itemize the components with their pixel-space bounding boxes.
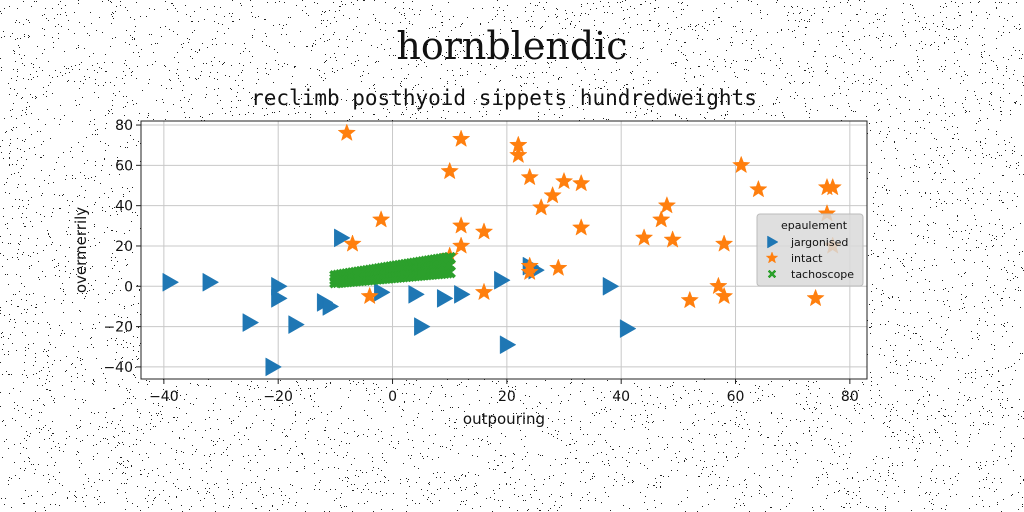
legend-title: epaulement xyxy=(781,219,848,232)
point-intact xyxy=(709,276,728,295)
point-intact xyxy=(806,288,825,307)
point-intact xyxy=(451,129,471,147)
y-tick-label: −20 xyxy=(103,320,133,336)
legend-marker xyxy=(765,251,779,264)
plot-frame xyxy=(140,120,868,380)
point-intact xyxy=(543,185,562,204)
point-intact xyxy=(451,216,471,234)
point-jargonised xyxy=(374,282,391,302)
grid-lines xyxy=(141,121,867,379)
point-intact xyxy=(549,258,568,276)
data-points xyxy=(162,123,842,377)
y-tick-label: 0 xyxy=(124,279,133,295)
point-jargonised xyxy=(619,319,637,339)
point-jargonised xyxy=(271,276,288,296)
y-axis-label: overmerrily xyxy=(72,207,90,293)
point-jargonised xyxy=(288,315,305,335)
point-intact xyxy=(651,210,671,228)
point-jargonised xyxy=(265,357,282,377)
point-intact xyxy=(343,234,362,252)
point-intact xyxy=(520,167,539,186)
x-tick-label: −20 xyxy=(263,389,293,405)
point-jargonised xyxy=(322,297,340,316)
point-intact xyxy=(571,218,591,236)
point-intact xyxy=(657,195,677,214)
point-intact xyxy=(714,286,734,305)
point-intact xyxy=(663,230,682,248)
legend-entry: jargonised xyxy=(790,236,848,249)
point-jargonised xyxy=(602,276,620,296)
point-jargonised xyxy=(414,317,431,337)
point-intact xyxy=(823,177,842,196)
point-intact xyxy=(732,155,751,174)
point-jargonised xyxy=(454,284,471,304)
y-tick-label: 60 xyxy=(115,158,133,174)
point-intact xyxy=(474,282,494,301)
x-tick-label: −40 xyxy=(149,389,179,405)
point-intact xyxy=(337,123,357,141)
point-intact xyxy=(509,135,528,154)
point-jargonised xyxy=(202,272,220,292)
legend-marker xyxy=(767,235,779,249)
legend: epaulement jargonised intact tachoscope xyxy=(756,213,864,287)
point-jargonised xyxy=(242,313,260,332)
x-tick-label: 80 xyxy=(841,389,859,405)
point-jargonised xyxy=(408,284,425,304)
point-intact xyxy=(634,228,654,246)
point-intact xyxy=(509,145,528,164)
x-axis-label: outpouring xyxy=(463,410,545,428)
point-jargonised xyxy=(499,335,517,355)
y-tick-label: 80 xyxy=(115,118,133,134)
point-intact xyxy=(440,161,459,180)
point-intact xyxy=(474,222,494,240)
y-tick-label: 40 xyxy=(115,199,133,215)
point-jargonised xyxy=(436,288,454,308)
x-tick-label: 60 xyxy=(727,389,745,405)
legend-marker xyxy=(767,269,777,279)
point-intact xyxy=(680,290,699,309)
point-intact xyxy=(360,286,379,305)
point-intact xyxy=(371,210,391,228)
point-jargonised xyxy=(334,228,351,248)
legend-entry: intact xyxy=(791,252,823,265)
point-intact xyxy=(714,234,734,252)
point-jargonised xyxy=(162,272,180,292)
x-tick-label: 40 xyxy=(612,389,630,405)
point-intact xyxy=(451,236,471,254)
legend-box xyxy=(756,213,864,287)
legend-entry: tachoscope xyxy=(791,268,854,281)
x-tick-label: 0 xyxy=(388,389,397,405)
y-tick-label: 20 xyxy=(115,239,133,255)
point-intact xyxy=(554,171,574,190)
point-jargonised xyxy=(271,288,288,308)
point-tachoscope xyxy=(443,251,457,265)
point-jargonised xyxy=(494,270,511,290)
point-intact xyxy=(749,179,768,198)
axis-ticks: −40 −20 0 20 40 60 80 −40 −20 0 20 40 60 80 xyxy=(103,118,858,405)
figure-suptitle: hornblendic xyxy=(396,24,628,68)
chart-title: reclimb posthyoid sippets hundredweights xyxy=(251,86,757,110)
point-intact xyxy=(571,173,591,192)
x-tick-label: 20 xyxy=(498,389,516,405)
y-tick-label: −40 xyxy=(103,360,133,376)
point-intact xyxy=(531,197,551,216)
point-intact xyxy=(520,262,539,281)
